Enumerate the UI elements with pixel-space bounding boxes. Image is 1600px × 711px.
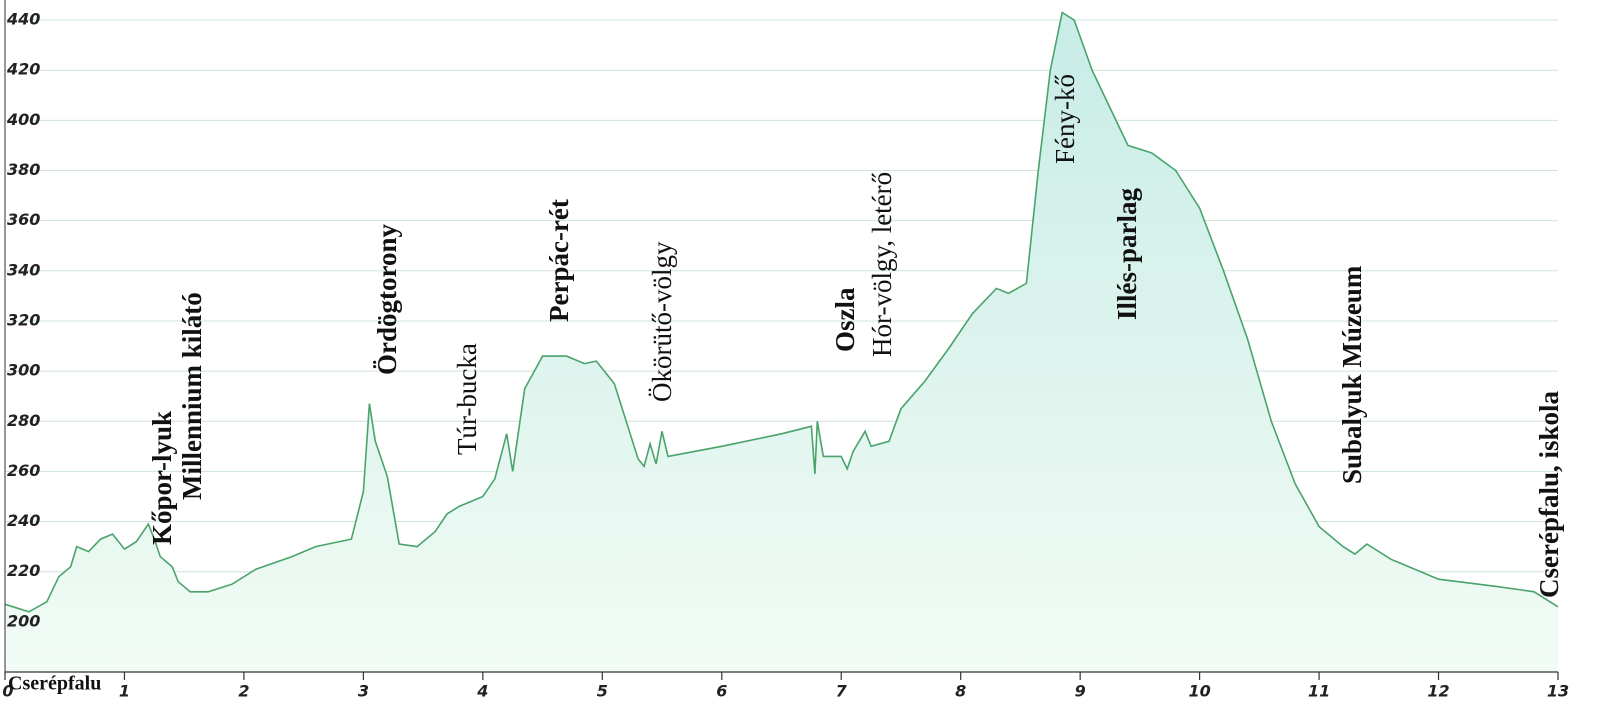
x-tick-label: 7 (836, 682, 848, 701)
annotation: Cserépfalu, iskola (1534, 390, 1564, 598)
start-label: Cserépfalu (8, 673, 101, 695)
annotation: Perpác-rét (544, 199, 574, 322)
x-tick-label: 3 (358, 682, 369, 701)
y-tick-label: 420 (6, 60, 40, 79)
annotation: Fény-kő (1050, 74, 1080, 164)
annotation: Hór-völgy, letérő (867, 172, 897, 357)
annotation: Túr-bucka (452, 343, 482, 455)
x-tick-label: 8 (955, 682, 966, 701)
x-tick-label: 13 (1547, 682, 1569, 701)
y-tick-label: 440 (6, 10, 40, 29)
y-tick-label: 260 (7, 461, 40, 480)
x-tick-label: 12 (1427, 682, 1449, 701)
y-tick-label: 300 (7, 361, 40, 380)
y-tick-label: 340 (7, 260, 40, 279)
plot (4, 0, 1559, 680)
y-tick-label: 360 (7, 210, 40, 229)
annotation: Millennium kilátó (177, 292, 207, 500)
annotation: Oszla (830, 287, 860, 352)
x-tick-label: 1 (119, 682, 130, 701)
x-tick-label: 4 (476, 682, 488, 701)
y-tick-label: 200 (7, 611, 40, 630)
y-tick-label: 240 (7, 511, 40, 530)
annotation: Ökörütő-völgy (647, 241, 677, 402)
x-tick-label: 6 (716, 682, 727, 701)
x-tick-label: 11 (1308, 682, 1330, 701)
y-tick-label: 220 (7, 561, 40, 580)
area (5, 12, 1558, 672)
y-tick-label: 400 (6, 110, 40, 129)
x-tick-label: 2 (238, 682, 249, 701)
x-tick-label: 10 (1188, 682, 1210, 701)
annotation: Subalyuk Múzeum (1337, 265, 1367, 484)
y-tick-label: 320 (7, 310, 40, 329)
x-tick-label: 5 (597, 682, 608, 701)
annotation: Illés-parlag (1112, 188, 1142, 320)
x-tick-label: 9 (1075, 682, 1086, 701)
annotation: Ördögtorony (372, 223, 402, 375)
annotation: Kőpor-lyuk (147, 411, 177, 545)
labels: 200 220 240 260 280 300 320 340 360 380 400 420 440 0… (2, 10, 1569, 701)
x-tick-label: 0 (2, 682, 13, 701)
line (4, 11, 1559, 613)
grid (5, 19, 1558, 623)
y-tick-label: 280 (7, 411, 40, 430)
y-tick-label: 380 (7, 160, 40, 179)
